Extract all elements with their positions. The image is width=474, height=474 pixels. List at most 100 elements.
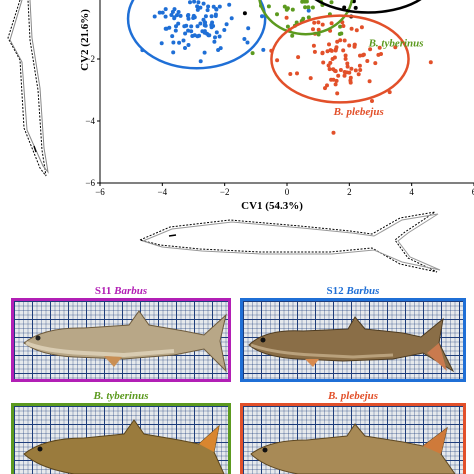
data-point [328,48,333,53]
data-point [343,56,348,61]
data-point [303,5,308,10]
data-point [189,29,194,34]
group-ellipse [314,0,422,14]
data-point [202,50,207,55]
data-point [186,16,191,21]
species-annotations: B. tyberinus B. plebejus [333,38,424,118]
data-point [201,1,206,6]
data-point [195,4,200,9]
data-point [157,10,162,15]
data-point [311,27,315,32]
data-point [320,22,325,27]
data-point [164,26,169,31]
group-ellipse [258,0,354,36]
data-point [261,47,266,52]
x-tick-label: −6 [95,187,105,197]
data-point [341,48,346,53]
data-point [198,5,203,10]
x-tick-label: −4 [158,187,168,197]
data-point [342,70,347,74]
data-point [189,24,194,29]
data-point [229,16,234,21]
data-point [361,52,366,57]
data-point [325,49,330,54]
data-point [329,0,334,5]
data-point [188,0,192,5]
data-point [356,72,361,77]
data-point [327,67,332,72]
x-tick-label: 6 [472,187,474,197]
data-point [333,82,338,87]
data-point [211,4,216,9]
data-point [332,68,337,73]
panel-title-genus: Barbus [346,285,380,297]
data-point [250,51,255,56]
data-point [275,12,279,17]
data-point [178,13,183,18]
data-point [198,21,203,26]
data-point [192,15,197,20]
data-point [198,59,203,64]
data-point [209,23,214,27]
data-point [176,10,181,14]
data-point [246,26,251,31]
data-point [169,13,174,17]
group-ellipse [126,0,267,70]
specimen-photo-s11 [11,298,231,382]
group-ellipse [270,14,410,104]
data-point [183,31,188,36]
data-point [202,23,207,28]
data-point [285,24,290,29]
x-tick-label: 2 [347,187,352,197]
data-point [195,34,200,39]
x-axis-label: CV1 (54.3%) [241,200,303,212]
data-point [334,78,339,83]
panel-b-tyberinus: B. tyberinus [8,390,234,474]
data-point [218,46,223,51]
x-axis-ticks: −6 −4 −2 0 2 4 6 [95,183,474,197]
data-point [224,22,229,27]
data-point [336,73,341,78]
data-point [214,30,219,35]
data-point [163,14,168,19]
panel-title-genus: B. tyberinus [93,390,149,402]
data-point [354,28,359,33]
data-point [347,70,352,75]
data-point [325,83,329,88]
data-point [342,38,347,43]
data-point [311,43,316,48]
data-point [330,57,335,61]
data-point [288,72,293,76]
data-point [203,14,208,19]
data-point [335,39,340,44]
cv1-shape-outline [138,211,441,273]
data-point [260,14,264,19]
data-point [316,27,321,32]
data-point [331,130,336,135]
data-point [339,31,344,36]
data-point [282,4,287,9]
data-point [327,42,331,47]
data-point [335,91,340,96]
data-point [338,68,343,72]
data-point [217,34,222,39]
panel-title-genus: B. plebejus [327,390,379,402]
data-point [171,40,176,45]
data-point [320,50,325,55]
data-point [357,63,362,68]
data-point [428,60,433,65]
data-point [342,73,347,78]
y-axis-label: CV2 (21.6%) [79,9,91,71]
data-point [171,50,176,55]
data-point [227,2,232,7]
data-point [222,28,227,32]
data-point [358,68,363,72]
data-point [152,14,157,19]
data-point [338,24,343,29]
data-point [242,11,247,16]
data-point [349,26,354,31]
cv2-shape-outline [7,0,49,177]
data-point [370,99,374,103]
x-tick-label: 0 [285,187,290,197]
